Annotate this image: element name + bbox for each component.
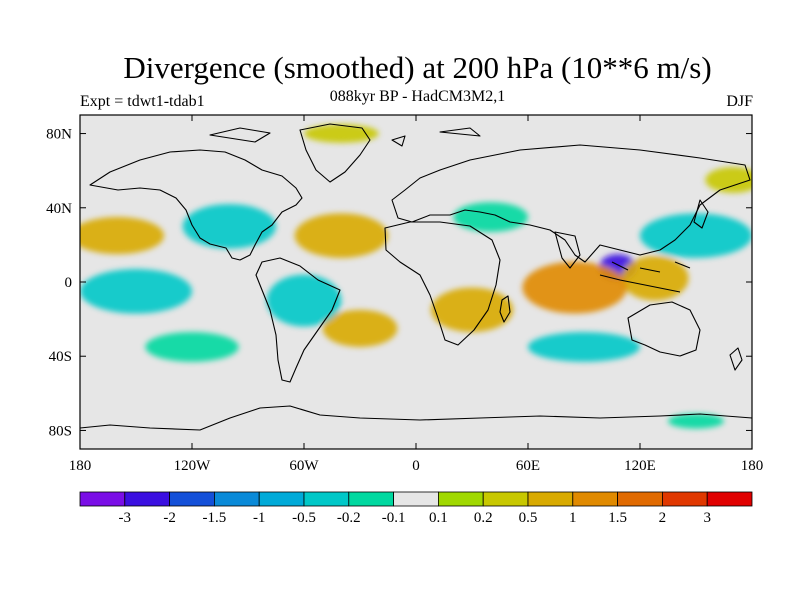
field-region-n-america bbox=[182, 204, 276, 249]
colorbar-label: 1 bbox=[569, 510, 577, 526]
field-region-n-atlantic bbox=[294, 213, 389, 258]
field-region-arctic-patch bbox=[304, 124, 379, 143]
colorbar-swatch bbox=[437, 491, 484, 507]
experiment-label: Expt = tdwt1-tdab1 bbox=[80, 93, 205, 110]
field-region-n-pacific-west bbox=[640, 213, 752, 258]
colorbar-label: 1.5 bbox=[608, 510, 627, 526]
x-tick-label: 60W bbox=[289, 458, 319, 474]
season-label: DJF bbox=[726, 93, 753, 110]
colorbar-swatch bbox=[617, 491, 663, 507]
coastline-new-zealand bbox=[729, 347, 743, 371]
field-region-s-indian-south bbox=[528, 332, 640, 362]
y-tick-label: 0 bbox=[65, 275, 73, 291]
colorbar-swatch bbox=[527, 491, 574, 507]
colorbar-label: -1.5 bbox=[203, 510, 227, 526]
plot-title: Divergence (smoothed) at 200 hPa (10**6 … bbox=[123, 50, 712, 85]
field-region-s-atlantic bbox=[322, 309, 398, 347]
colorbar-label: 2 bbox=[659, 510, 667, 526]
coastline-eurasia bbox=[391, 144, 751, 263]
x-tick-label: 180 bbox=[741, 458, 764, 474]
field-region-e-pacific-north bbox=[80, 217, 164, 255]
colorbar-swatch bbox=[79, 491, 126, 507]
field-region-e-pacific-south bbox=[80, 269, 192, 314]
colorbar-swatch bbox=[124, 491, 171, 507]
coastlines bbox=[80, 123, 752, 431]
colorbar-label: -2 bbox=[163, 510, 176, 526]
colorbar-label: -0.1 bbox=[382, 510, 406, 526]
colorbar-swatch bbox=[572, 491, 618, 507]
divergence-field bbox=[80, 124, 752, 429]
field-region-asia-west bbox=[453, 202, 528, 232]
field-region-n-pacific-far bbox=[705, 166, 752, 193]
colorbar-label: 0.5 bbox=[519, 510, 538, 526]
colorbar-label: 0.1 bbox=[429, 510, 448, 526]
colorbar-swatch bbox=[303, 491, 350, 507]
coastline-south-america bbox=[255, 257, 341, 383]
x-tick-label: 120W bbox=[174, 458, 212, 474]
colorbar-label: -0.5 bbox=[292, 510, 316, 526]
x-tick-label: 120E bbox=[624, 458, 656, 474]
x-axis-ticks: 180 120W 60W 0 60E 120E 180 bbox=[69, 115, 764, 474]
field-region-s-pacific-south bbox=[145, 332, 239, 362]
field-region-antarctic-patch bbox=[668, 413, 724, 429]
coastline-madagascar bbox=[499, 295, 511, 323]
field-region-s-america bbox=[266, 274, 342, 327]
y-tick-label: 40S bbox=[49, 349, 72, 365]
colorbar-swatch bbox=[348, 491, 394, 507]
colorbar-label: 0.2 bbox=[474, 510, 493, 526]
colorbar-label: -3 bbox=[119, 510, 132, 526]
y-tick-label: 40N bbox=[46, 201, 72, 217]
colorbar-swatch bbox=[706, 491, 753, 507]
coastline-north-america bbox=[89, 149, 303, 261]
x-tick-label: 60E bbox=[516, 458, 540, 474]
coastline-africa bbox=[384, 221, 501, 346]
coastline-antarctica bbox=[80, 405, 752, 431]
plot-subtitle: 088kyr BP - HadCM3M2,1 bbox=[329, 88, 506, 105]
colorbar-swatch bbox=[482, 491, 529, 507]
field-region-s-africa-convergence bbox=[430, 287, 514, 333]
coastline-australia bbox=[627, 301, 701, 357]
colorbar-label: -1 bbox=[253, 510, 266, 526]
coastline-japan bbox=[693, 199, 709, 229]
colorbar-swatch bbox=[169, 491, 215, 507]
x-tick-label: 180 bbox=[69, 458, 92, 474]
coastline-arctic-islands bbox=[209, 127, 481, 147]
field-region-indonesia-convergence bbox=[621, 256, 689, 301]
colorbar-label: -0.2 bbox=[337, 510, 361, 526]
y-tick-label: 80S bbox=[49, 423, 72, 439]
coastline-maritime-continent bbox=[599, 261, 691, 293]
colorbar-swatch bbox=[213, 491, 260, 507]
colorbar-swatch bbox=[662, 491, 708, 507]
field-region-indian-ocean-south bbox=[522, 261, 627, 314]
y-tick-label: 80N bbox=[46, 127, 72, 143]
coastline-greenland bbox=[299, 123, 371, 183]
coastline-india bbox=[554, 231, 581, 269]
colorbar-swatch bbox=[258, 491, 305, 507]
x-tick-label: 0 bbox=[412, 458, 420, 474]
colorbar-label: 3 bbox=[703, 510, 711, 526]
colorbar-swatch bbox=[393, 491, 439, 507]
colorbar: -3 -2 -1.5 -1 -0.5 -0.2 -0.1 0.1 0.2 0.5 1 1.5 2 3 bbox=[79, 491, 753, 526]
y-axis-ticks: 80N 40N 0 40S 80S bbox=[46, 127, 752, 439]
